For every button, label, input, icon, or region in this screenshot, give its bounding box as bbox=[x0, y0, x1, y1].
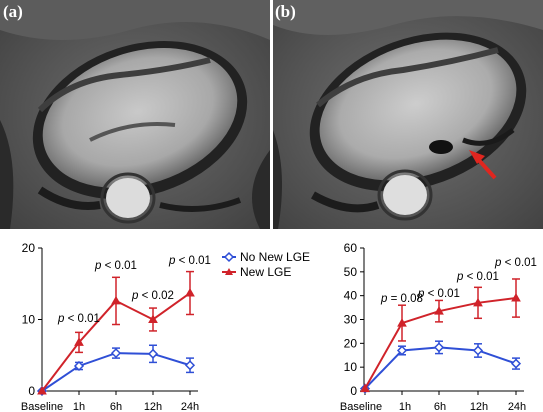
y-tick-label: 60 bbox=[344, 241, 358, 255]
red-arrow-icon bbox=[469, 150, 485, 164]
y-tick-label: 0 bbox=[28, 384, 35, 398]
data-point bbox=[147, 348, 159, 359]
y-tick-label: 10 bbox=[344, 360, 358, 374]
x-tick-label: 12h bbox=[470, 401, 488, 412]
data-point bbox=[510, 358, 522, 369]
y-tick-label: 40 bbox=[344, 289, 358, 303]
mri-scan-b bbox=[273, 0, 543, 229]
data-point bbox=[37, 385, 47, 395]
legend-marker bbox=[225, 268, 233, 275]
data-point bbox=[433, 342, 445, 353]
x-tick-label: 24h bbox=[508, 401, 526, 412]
y-tick-label: 50 bbox=[344, 265, 358, 279]
mri-scan-a bbox=[0, 0, 270, 229]
panel-letter-a: (a) bbox=[3, 2, 23, 21]
legend-label: No New LGE bbox=[240, 250, 310, 264]
p-value-annotation: p < 0.01 bbox=[417, 288, 460, 300]
chart-left: 0 10 20 Baseline 1h 6h 12h 24h p < 0.01 p < 0.01 p… bbox=[21, 241, 310, 412]
x-tick-label: 1h bbox=[399, 401, 411, 412]
x-tick-label: 1h bbox=[73, 401, 85, 412]
data-point bbox=[397, 318, 407, 327]
legend-label: New LGE bbox=[240, 265, 291, 279]
x-tick-label: 6h bbox=[110, 401, 122, 412]
p-value-annotation: p = 0.08 bbox=[380, 293, 423, 305]
p-value-annotation: p < 0.01 bbox=[94, 260, 137, 272]
mri-image-b: (b) bbox=[273, 0, 543, 229]
data-point bbox=[110, 348, 122, 359]
data-point bbox=[473, 297, 483, 307]
data-point bbox=[396, 345, 408, 356]
p-value-annotation: p < 0.02 bbox=[131, 290, 174, 302]
data-point bbox=[185, 288, 195, 297]
data-point bbox=[184, 360, 196, 371]
x-tick-label: 6h bbox=[434, 401, 446, 412]
data-point bbox=[472, 345, 484, 356]
data-point bbox=[148, 314, 158, 323]
data-point bbox=[73, 360, 85, 372]
y-tick-label: 30 bbox=[344, 313, 358, 327]
p-value-annotation: p < 0.01 bbox=[494, 257, 537, 269]
data-point bbox=[511, 293, 521, 302]
x-tick-label: 24h bbox=[181, 401, 199, 412]
y-tick-label: 10 bbox=[22, 313, 36, 327]
y-tick-label: 20 bbox=[344, 336, 358, 350]
p-value-annotation: p < 0.01 bbox=[456, 271, 499, 283]
p-value-annotation: p < 0.01 bbox=[168, 255, 211, 267]
x-tick-label: Baseline bbox=[21, 401, 63, 412]
data-point bbox=[74, 337, 84, 346]
data-point bbox=[360, 383, 370, 393]
x-tick-label: Baseline bbox=[340, 401, 382, 412]
p-value-annotation: p < 0.01 bbox=[57, 313, 100, 325]
y-tick-label: 20 bbox=[22, 241, 36, 255]
data-point bbox=[111, 295, 121, 305]
x-tick-label: 12h bbox=[144, 401, 162, 412]
panel-letter-b: (b) bbox=[275, 2, 296, 21]
legend-marker bbox=[223, 251, 235, 263]
mri-image-a: (a) bbox=[0, 0, 270, 229]
y-tick-label: 0 bbox=[350, 384, 357, 398]
data-point bbox=[434, 306, 444, 315]
